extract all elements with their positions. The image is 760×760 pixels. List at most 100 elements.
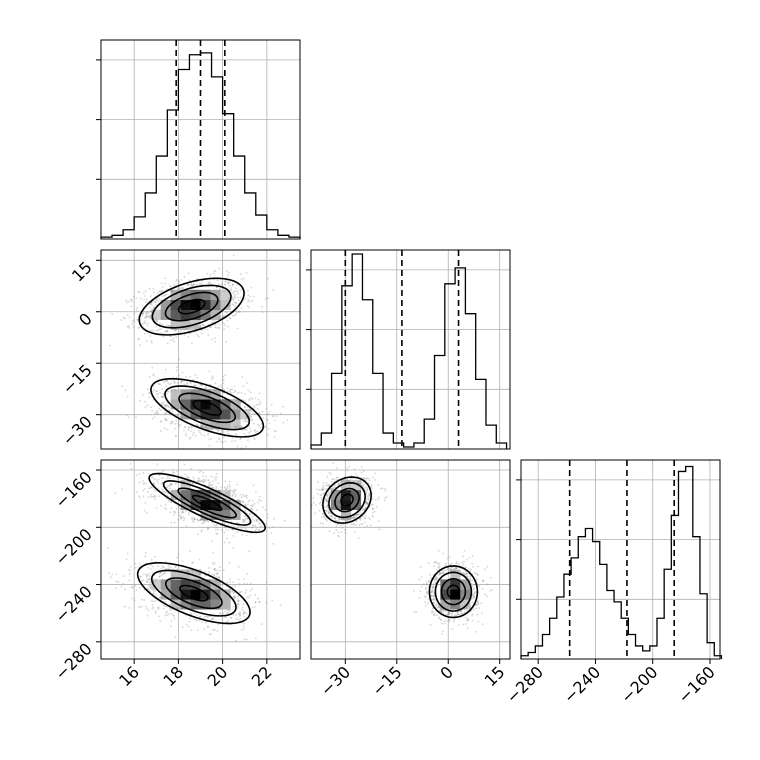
scatter-point bbox=[210, 633, 212, 635]
scatter-point bbox=[157, 615, 160, 618]
scatter-point bbox=[216, 572, 219, 575]
scatter-point bbox=[171, 290, 174, 292]
scatter-point bbox=[194, 374, 197, 377]
scatter-point bbox=[154, 599, 157, 602]
contour-mode0-level0 bbox=[340, 493, 354, 507]
scatter-point bbox=[235, 432, 237, 435]
scatter-point bbox=[322, 522, 325, 525]
scatter-point bbox=[444, 609, 447, 612]
scatter-point bbox=[431, 591, 434, 593]
scatter-point bbox=[245, 589, 247, 592]
scatter-point bbox=[462, 555, 465, 558]
scatter-point bbox=[161, 482, 163, 485]
scatter-point bbox=[167, 564, 170, 567]
scatter-point bbox=[265, 522, 267, 525]
scatter-point bbox=[444, 562, 447, 565]
scatter-point bbox=[163, 412, 166, 415]
scatter-point bbox=[451, 612, 453, 615]
scatter-point bbox=[470, 582, 473, 585]
scatter-point bbox=[207, 282, 210, 285]
scatter-point bbox=[185, 475, 188, 478]
scatter-point bbox=[239, 311, 241, 313]
scatter-point bbox=[347, 480, 350, 483]
scatter-point bbox=[457, 563, 460, 565]
scatter-point bbox=[217, 385, 220, 388]
scatter-point bbox=[221, 282, 223, 285]
scatter-point bbox=[249, 295, 252, 298]
scatter-point bbox=[139, 563, 141, 566]
scatter-point bbox=[252, 524, 255, 527]
scatter-point bbox=[230, 388, 232, 391]
scatter-point bbox=[218, 315, 220, 318]
scatter-point bbox=[158, 575, 161, 578]
scatter-point bbox=[187, 570, 190, 573]
scatter-point bbox=[370, 484, 373, 486]
scatter-point bbox=[160, 481, 163, 484]
scatter-point bbox=[138, 481, 141, 484]
scatter-point bbox=[221, 378, 224, 381]
scatter-point bbox=[153, 590, 156, 593]
scatter-point bbox=[232, 547, 235, 549]
scatter-point bbox=[451, 614, 453, 617]
scatter-point bbox=[440, 611, 443, 614]
panel-frame bbox=[100, 459, 301, 660]
scatter-point bbox=[228, 285, 231, 287]
scatter-point bbox=[362, 484, 364, 487]
y-tick-label-p2-3: −160 bbox=[51, 467, 96, 512]
scatter-point bbox=[427, 602, 430, 605]
scatter-point bbox=[137, 290, 140, 293]
scatter-point bbox=[328, 511, 331, 514]
scatter-point bbox=[225, 528, 228, 531]
scatter-point bbox=[215, 487, 218, 490]
scatter-point bbox=[162, 401, 165, 404]
scatter-point bbox=[199, 282, 201, 285]
scatter-point bbox=[243, 611, 245, 614]
scatter-point bbox=[233, 385, 236, 388]
scatter-point bbox=[371, 514, 374, 517]
scatter-point bbox=[448, 613, 450, 616]
scatter-point bbox=[178, 280, 181, 283]
scatter-point bbox=[233, 439, 236, 442]
scatter-point bbox=[130, 467, 133, 470]
scatter-point bbox=[341, 526, 344, 529]
scatter-point bbox=[193, 521, 195, 523]
scatter-point bbox=[211, 573, 213, 575]
scatter-point bbox=[129, 569, 132, 572]
scatter-point bbox=[203, 570, 206, 573]
scatter-point bbox=[163, 381, 165, 384]
scatter-point bbox=[155, 299, 158, 301]
scatter-point bbox=[332, 462, 334, 465]
scatter-point bbox=[192, 283, 195, 286]
scatter-point bbox=[464, 571, 467, 573]
scatter-point bbox=[456, 613, 459, 616]
scatter-point bbox=[227, 494, 230, 497]
scatter-point bbox=[191, 425, 194, 428]
scatter-point bbox=[447, 611, 450, 614]
scatter-point bbox=[208, 572, 210, 575]
scatter-point bbox=[377, 496, 380, 499]
scatter-point bbox=[151, 571, 154, 574]
scatter-point bbox=[144, 290, 147, 293]
scatter-point bbox=[120, 585, 123, 588]
scatter-point bbox=[126, 313, 129, 316]
scatter-point bbox=[148, 589, 151, 592]
scatter-point bbox=[246, 428, 248, 431]
scatter-point bbox=[240, 425, 243, 428]
scatter-point bbox=[157, 393, 159, 396]
scatter-point bbox=[198, 573, 201, 575]
scatter-point bbox=[197, 429, 200, 432]
scatter-point bbox=[180, 287, 183, 290]
scatter-point bbox=[223, 522, 226, 525]
scatter-point bbox=[170, 501, 173, 503]
scatter-point bbox=[200, 332, 203, 335]
scatter-point bbox=[332, 478, 335, 481]
scatter-point bbox=[460, 610, 462, 612]
scatter-point bbox=[321, 485, 324, 487]
scatter-point bbox=[177, 505, 180, 508]
scatter-point bbox=[201, 479, 204, 481]
scatter-point bbox=[438, 562, 441, 565]
scatter-point bbox=[159, 571, 162, 574]
scatter-point bbox=[245, 271, 248, 274]
scatter-point bbox=[473, 595, 476, 598]
scatter-point bbox=[350, 517, 353, 520]
